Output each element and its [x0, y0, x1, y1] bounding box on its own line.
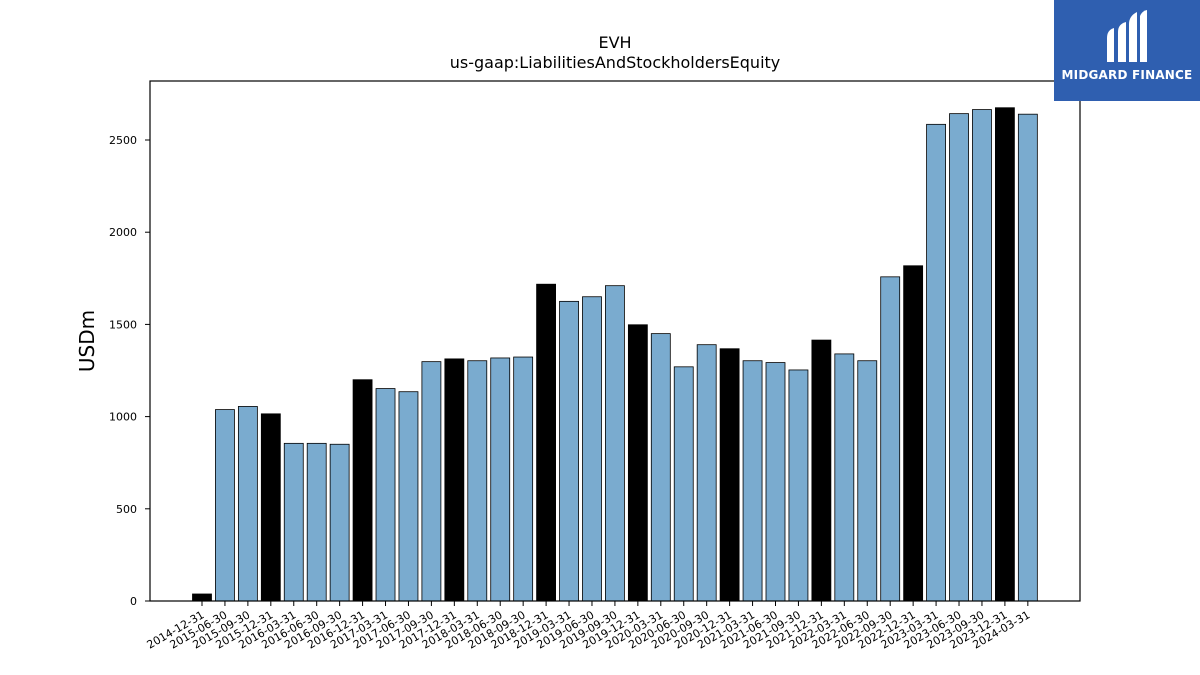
bar-2016-12-31: [352, 379, 373, 602]
bar-2019-12-31: [627, 324, 648, 602]
chart-subtitle: us-gaap:LiabilitiesAndStockholdersEquity: [450, 53, 781, 72]
bar-2018-03-31: [467, 360, 488, 602]
bar-2018-09-30: [513, 356, 534, 602]
bar-2021-03-31: [742, 360, 763, 602]
bar-2019-03-31: [559, 300, 579, 602]
bar-2015-09-30: [237, 406, 258, 602]
bar-2016-03-31: [283, 442, 304, 602]
chart-title: EVH: [598, 33, 631, 52]
bar-2017-06-30: [398, 391, 419, 602]
bar-2020-06-30: [673, 366, 694, 602]
y-tick-label: 2500: [109, 134, 137, 147]
plot-frame: [149, 80, 1081, 602]
midgard-logo-icon: [1107, 10, 1147, 62]
bar-2023-06-30: [949, 113, 969, 602]
bar-2022-03-31: [834, 353, 855, 602]
x-axis: 2014-12-312015-06-302015-09-302015-12-31…: [145, 601, 1032, 652]
bar-2016-06-30: [306, 442, 327, 602]
y-tick-label: 2000: [109, 226, 137, 239]
bar-2020-03-31: [650, 333, 671, 602]
y-tick-label: 1500: [109, 318, 137, 331]
logo-text: MIDGARD FINANCE: [1061, 68, 1193, 82]
bar-2021-09-30: [788, 369, 809, 602]
bar-2015-06-30: [215, 409, 235, 602]
bar-2022-12-31: [903, 265, 924, 602]
bar-2022-06-30: [857, 360, 878, 602]
bar-2017-12-31: [444, 358, 465, 602]
bar-2019-09-30: [605, 285, 625, 602]
bar-2014-12-31: [192, 593, 212, 602]
y-tick-label: 1000: [109, 411, 137, 424]
bar-2018-06-30: [490, 357, 511, 602]
y-tick-label: 0: [130, 595, 137, 608]
bar-2016-09-30: [329, 443, 350, 602]
bar-2017-09-30: [421, 361, 442, 602]
y-tick-label: 500: [116, 503, 137, 516]
bar-2020-12-31: [719, 348, 740, 602]
y-axis-label: USDm: [75, 310, 99, 372]
bar-2020-09-30: [696, 344, 717, 602]
bar-2022-09-30: [880, 276, 901, 602]
bar-2023-09-30: [972, 109, 992, 602]
bar-2018-12-31: [536, 283, 556, 602]
bar-2015-12-31: [260, 413, 281, 602]
brand-logo: MIDGARD FINANCE: [1054, 0, 1200, 101]
bar-2019-06-30: [582, 296, 602, 602]
y-axis: 0 500 1000 1500 2000 2500: [109, 134, 150, 608]
bar-2021-12-31: [811, 339, 832, 602]
bar-2024-03-31: [1017, 113, 1038, 602]
bars-group: [192, 107, 1038, 602]
bar-2023-03-31: [926, 123, 946, 602]
bar-2017-03-31: [375, 388, 396, 602]
bar-2021-06-30: [765, 362, 786, 602]
bar-2023-12-31: [995, 107, 1015, 602]
